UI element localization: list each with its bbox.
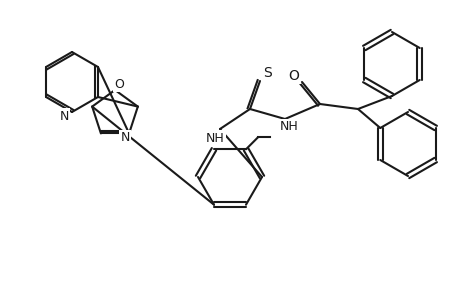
Text: NH: NH xyxy=(206,131,224,145)
Text: N: N xyxy=(120,131,130,144)
Text: S: S xyxy=(264,66,272,80)
Text: N: N xyxy=(59,110,69,123)
Text: O: O xyxy=(114,77,124,91)
Text: NH: NH xyxy=(280,121,298,133)
Text: O: O xyxy=(288,69,299,83)
